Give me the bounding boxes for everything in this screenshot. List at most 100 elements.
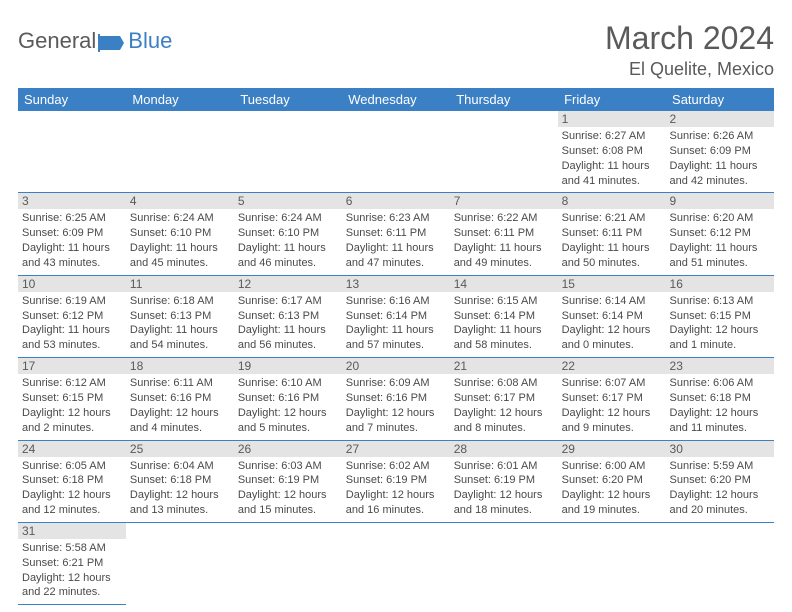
day-number-row: 10111213141516 (18, 275, 774, 292)
day-cell: Sunrise: 6:06 AMSunset: 6:18 PMDaylight:… (666, 374, 774, 440)
day-cell: Sunrise: 6:03 AMSunset: 6:19 PMDaylight:… (234, 457, 342, 523)
day-number: 5 (234, 193, 342, 210)
daylight-text: Daylight: 12 hours and 20 minutes. (670, 488, 770, 518)
day-header: Sunday (18, 88, 126, 111)
day-cell: Sunrise: 6:27 AMSunset: 6:08 PMDaylight:… (558, 127, 666, 193)
daylight-text: Daylight: 12 hours and 18 minutes. (454, 488, 554, 518)
day-cell (126, 539, 234, 605)
sunset-text: Sunset: 6:13 PM (238, 309, 338, 324)
day-number (342, 522, 450, 539)
day-number: 1 (558, 111, 666, 127)
day-cell: Sunrise: 6:13 AMSunset: 6:15 PMDaylight:… (666, 292, 774, 358)
day-number: 20 (342, 358, 450, 375)
daylight-text: Daylight: 11 hours and 47 minutes. (346, 241, 446, 271)
day-cell (18, 127, 126, 193)
day-header: Monday (126, 88, 234, 111)
daylight-text: Daylight: 12 hours and 19 minutes. (562, 488, 662, 518)
daylight-text: Daylight: 11 hours and 41 minutes. (562, 159, 662, 189)
daylight-text: Daylight: 11 hours and 50 minutes. (562, 241, 662, 271)
month-title: March 2024 (605, 20, 774, 57)
day-number: 4 (126, 193, 234, 210)
day-number: 26 (234, 440, 342, 457)
daylight-text: Daylight: 12 hours and 1 minute. (670, 323, 770, 353)
sunrise-text: Sunrise: 6:08 AM (454, 376, 554, 391)
day-number: 24 (18, 440, 126, 457)
calendar-table: SundayMondayTuesdayWednesdayThursdayFrid… (18, 88, 774, 605)
flag-icon (98, 32, 126, 50)
daylight-text: Daylight: 11 hours and 49 minutes. (454, 241, 554, 271)
sunrise-text: Sunrise: 6:24 AM (238, 211, 338, 226)
sunrise-text: Sunrise: 6:09 AM (346, 376, 446, 391)
daylight-text: Daylight: 11 hours and 58 minutes. (454, 323, 554, 353)
sunrise-text: Sunrise: 6:16 AM (346, 294, 446, 309)
day-details-row: Sunrise: 6:19 AMSunset: 6:12 PMDaylight:… (18, 292, 774, 358)
sunrise-text: Sunrise: 6:24 AM (130, 211, 230, 226)
sunrise-text: Sunrise: 6:23 AM (346, 211, 446, 226)
day-number: 15 (558, 275, 666, 292)
day-cell: Sunrise: 6:19 AMSunset: 6:12 PMDaylight:… (18, 292, 126, 358)
daylight-text: Daylight: 11 hours and 57 minutes. (346, 323, 446, 353)
sunrise-text: Sunrise: 6:05 AM (22, 459, 122, 474)
sunset-text: Sunset: 6:19 PM (238, 473, 338, 488)
day-number (126, 522, 234, 539)
day-number (666, 522, 774, 539)
day-header: Tuesday (234, 88, 342, 111)
daylight-text: Daylight: 12 hours and 11 minutes. (670, 406, 770, 436)
day-number: 13 (342, 275, 450, 292)
day-header: Friday (558, 88, 666, 111)
daylight-text: Daylight: 12 hours and 2 minutes. (22, 406, 122, 436)
day-number: 31 (18, 522, 126, 539)
day-number: 18 (126, 358, 234, 375)
sunrise-text: Sunrise: 6:21 AM (562, 211, 662, 226)
sunset-text: Sunset: 6:16 PM (238, 391, 338, 406)
day-number-row: 12 (18, 111, 774, 127)
sunset-text: Sunset: 6:11 PM (346, 226, 446, 241)
day-number (558, 522, 666, 539)
sunrise-text: Sunrise: 6:27 AM (562, 129, 662, 144)
day-number: 16 (666, 275, 774, 292)
daylight-text: Daylight: 12 hours and 13 minutes. (130, 488, 230, 518)
sunrise-text: Sunrise: 6:04 AM (130, 459, 230, 474)
day-number: 8 (558, 193, 666, 210)
sunrise-text: Sunrise: 6:14 AM (562, 294, 662, 309)
sunrise-text: Sunrise: 6:17 AM (238, 294, 338, 309)
sunset-text: Sunset: 6:21 PM (22, 556, 122, 571)
daylight-text: Daylight: 12 hours and 0 minutes. (562, 323, 662, 353)
day-cell: Sunrise: 6:18 AMSunset: 6:13 PMDaylight:… (126, 292, 234, 358)
day-number (450, 111, 558, 127)
day-cell: Sunrise: 6:05 AMSunset: 6:18 PMDaylight:… (18, 457, 126, 523)
sunset-text: Sunset: 6:18 PM (22, 473, 122, 488)
day-cell (558, 539, 666, 605)
sunset-text: Sunset: 6:08 PM (562, 144, 662, 159)
daylight-text: Daylight: 12 hours and 5 minutes. (238, 406, 338, 436)
logo: General Blue (18, 28, 172, 54)
day-number: 25 (126, 440, 234, 457)
sunrise-text: Sunrise: 6:20 AM (670, 211, 770, 226)
daylight-text: Daylight: 12 hours and 22 minutes. (22, 571, 122, 601)
day-cell: Sunrise: 6:09 AMSunset: 6:16 PMDaylight:… (342, 374, 450, 440)
day-cell: Sunrise: 6:24 AMSunset: 6:10 PMDaylight:… (234, 209, 342, 275)
sunset-text: Sunset: 6:16 PM (346, 391, 446, 406)
sunrise-text: Sunrise: 6:26 AM (670, 129, 770, 144)
day-cell: Sunrise: 6:12 AMSunset: 6:15 PMDaylight:… (18, 374, 126, 440)
day-cell: Sunrise: 6:04 AMSunset: 6:18 PMDaylight:… (126, 457, 234, 523)
title-block: March 2024 El Quelite, Mexico (605, 20, 774, 80)
day-cell: Sunrise: 6:15 AMSunset: 6:14 PMDaylight:… (450, 292, 558, 358)
day-cell: Sunrise: 6:08 AMSunset: 6:17 PMDaylight:… (450, 374, 558, 440)
sunrise-text: Sunrise: 6:00 AM (562, 459, 662, 474)
day-details-row: Sunrise: 6:25 AMSunset: 6:09 PMDaylight:… (18, 209, 774, 275)
day-number: 12 (234, 275, 342, 292)
day-header-row: SundayMondayTuesdayWednesdayThursdayFrid… (18, 88, 774, 111)
sunset-text: Sunset: 6:14 PM (454, 309, 554, 324)
sunset-text: Sunset: 6:11 PM (562, 226, 662, 241)
sunrise-text: Sunrise: 5:58 AM (22, 541, 122, 556)
day-cell (450, 127, 558, 193)
daylight-text: Daylight: 11 hours and 56 minutes. (238, 323, 338, 353)
daylight-text: Daylight: 11 hours and 46 minutes. (238, 241, 338, 271)
sunrise-text: Sunrise: 6:22 AM (454, 211, 554, 226)
page-header: General Blue March 2024 El Quelite, Mexi… (18, 20, 774, 80)
sunrise-text: Sunrise: 6:07 AM (562, 376, 662, 391)
daylight-text: Daylight: 12 hours and 7 minutes. (346, 406, 446, 436)
day-cell (234, 127, 342, 193)
day-number: 17 (18, 358, 126, 375)
